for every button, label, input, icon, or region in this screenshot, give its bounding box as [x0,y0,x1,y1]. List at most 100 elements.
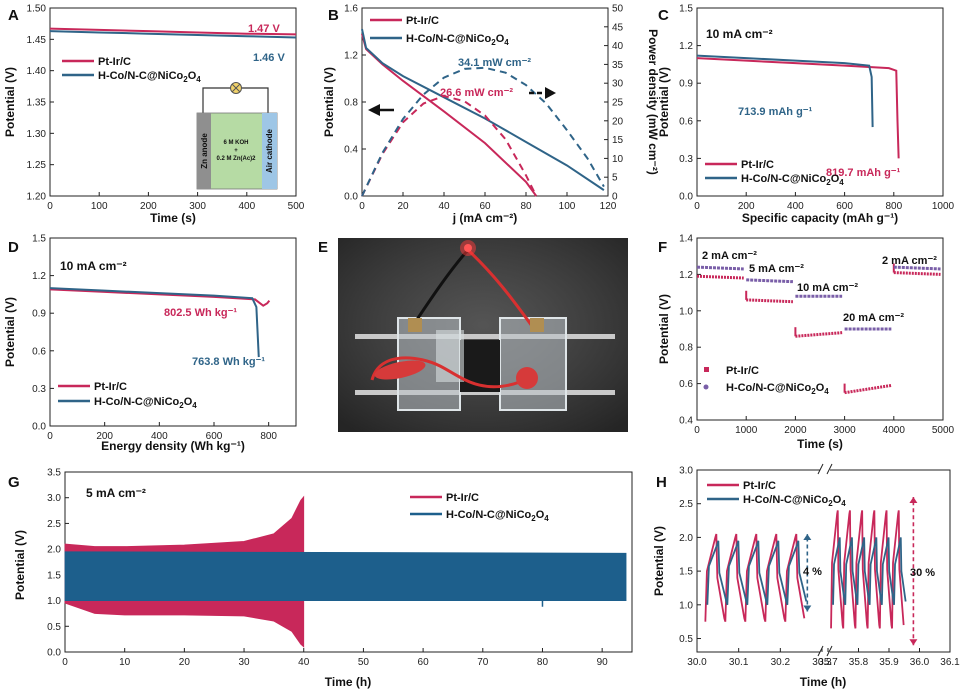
inset-wire-right [242,87,269,113]
panel-c-ann-hco: 713.9 mAh g⁻¹ [738,106,813,118]
panel-a-legend-ptir: Pt-Ir/C [98,56,131,68]
panel-g-xtick-label: 70 [477,657,489,668]
panel-d-ytick-label: 0.9 [32,309,46,320]
panel-c-ytick-label: 0.0 [679,192,693,203]
photo-clip-left [374,360,426,380]
panel-h-xlabel: Time (h) [800,675,846,689]
panel-f-series-1-segment-1 [746,278,793,284]
panel-f-series-0-segment-0 [696,274,744,280]
panel-c-xtick-label: 200 [738,201,755,212]
panel-d-xtick-label: 400 [151,431,168,442]
panel-g-xtick-label: 0 [62,657,68,668]
panel-a-legend-hco: H-Co/N-C@NiCo2O4 [98,70,201,84]
panel-a-ylabel: Potential (V) [3,67,17,137]
panel-g-legend-hco: H-Co/N-C@NiCo2O4 [446,509,549,523]
panel-b-y2tick-label: 25 [612,98,624,109]
panel-f-ytick-label: 0.8 [679,343,693,354]
panel-label-f: F [658,239,667,256]
panel-b-y2tick-label: 0 [612,192,618,203]
panel-b-xtick-label: 40 [438,201,450,212]
photo-cell-window [436,330,464,382]
battery-schematic-inset: Zn anode Air cathode 6 M KOH + 0.2 M Zn(… [196,82,278,190]
panel-g-xtick-label: 80 [537,657,549,668]
axis-break-mark-1 [817,645,824,657]
panel-f-xtick-label: 5000 [932,425,955,436]
panel-c-legend-hco: H-Co/N-C@NiCo2O4 [741,173,844,187]
panel-a-ytick-label: 1.30 [27,129,47,140]
panel-c-ytick-label: 1.2 [679,41,693,52]
panel-b-ann-hco: 34.1 mW cm⁻² [458,57,531,69]
panel-a-xlabel: Time (s) [150,211,196,225]
axis-break-mark-3 [817,463,824,475]
panel-b-ytick-label: 1.2 [344,51,358,62]
panel-f-ylabel: Potential (V) [657,294,671,364]
bulb-cross-b [231,83,241,93]
panel-h-arrow-30pct-head-up [909,496,918,503]
panel-d-ylabel: Potential (V) [3,297,17,367]
panel-f-xtick-label: 1000 [735,425,758,436]
axis-break-mark-2 [826,645,833,657]
panel-c: 0 200 400 600 800 1000 0.0 0.3 0.6 0.9 1.2 1.5 Spec… [657,4,955,226]
panel-b-y2tick-label: 20 [612,116,624,127]
inset-electrolyte-koh: 6 M KOH [223,140,248,146]
panel-c-ytick-label: 1.5 [679,4,693,15]
inset-anode-label: Zn anode [200,133,209,169]
panel-b-y2tick-label: 40 [612,41,624,52]
panel-d-ytick-label: 0.0 [32,422,46,433]
panel-d-condition: 10 mA cm⁻² [60,259,127,273]
panel-b-xtick-label: 60 [479,201,491,212]
panel-a-xtick-label: 400 [238,201,255,212]
panel-label-g: G [8,474,20,491]
panel-d-frame [49,237,297,427]
panel-h-arrow-4pct-head-down [803,605,812,612]
panel-c-xtick-label: 800 [885,201,902,212]
panel-g-xlabel: Time (h) [325,675,371,689]
photo-wire-black [412,248,470,325]
panel-f-ytick-label: 0.6 [679,379,693,390]
right-arrow-icon [545,87,556,99]
panel-f-legend-marker-ptir [704,367,709,372]
panel-d: 0 200 400 600 800 0.0 0.3 0.6 0.9 1.2 1.5 Energy d… [3,234,297,453]
axis-break-mark-4 [826,463,833,475]
panel-h: 0.5 1.0 1.5 2.0 2.5 3.0 30.0 30.1 30.2 30.335.7 35… [652,463,960,689]
panel-b-y2tick-label: 45 [612,22,624,33]
panel-b-ytick-label: 0.0 [344,192,358,203]
panel-h-legend-hco: H-Co/N-C@NiCo2O4 [743,494,846,508]
panel-b-xlabel: j (mA cm⁻²) [452,211,518,225]
panel-h-ytick-label: 2.0 [679,533,693,544]
panel-h-legend-ptir: Pt-Ir/C [743,480,776,492]
panel-d-ytick-label: 1.2 [32,271,46,282]
panel-a-series-line-1 [49,30,297,39]
panel-a-series-line-0 [49,27,297,36]
panel-f-series-0-segment-1 [746,298,793,304]
photo-clamp-right [530,318,544,332]
panel-d-ytick-label: 0.3 [32,384,46,395]
panel-a-xtick-label: 500 [288,201,305,212]
panel-c-xtick-label: 400 [787,201,804,212]
photo-rod-top [355,334,615,339]
panel-g-xtick-label: 30 [238,657,250,668]
panel-b-xtick-label: 20 [397,201,409,212]
panel-f-ytick-label: 1.0 [679,306,693,317]
panel-c-ytick-label: 0.6 [679,116,693,127]
panel-b-xtick-label: 80 [520,201,532,212]
panel-label-b: B [328,7,339,24]
panel-b-ylabel: Potential (V) [322,67,336,137]
panel-a-xtick-label: 200 [140,201,157,212]
panel-h-ytick-label: 1.5 [679,567,693,578]
panel-h-ann-30pct: 30 % [910,567,935,579]
panel-f-series-0-segment-2 [795,331,843,338]
panel-h-xtick-label: 35.9 [879,657,899,668]
panel-c-xlabel: Specific capacity (mAh g⁻¹) [742,211,898,225]
panel-d-series-line-1 [49,287,260,358]
panel-h-xtick-label: 35.8 [849,657,869,668]
panel-b-ann-ptir: 26.6 mW cm⁻² [440,87,513,99]
panel-g-ytick-label: 2.0 [47,545,61,556]
panel-h-ylabel: Potential (V) [652,526,666,596]
panel-a-ytick-label: 1.45 [27,35,47,46]
panel-b-y2tick-label: 10 [612,154,624,165]
inset-electrolyte-plus: + [234,148,238,154]
panel-a-ytick-label: 1.35 [27,98,47,109]
panel-h-series-1-segment-2 [832,537,907,605]
